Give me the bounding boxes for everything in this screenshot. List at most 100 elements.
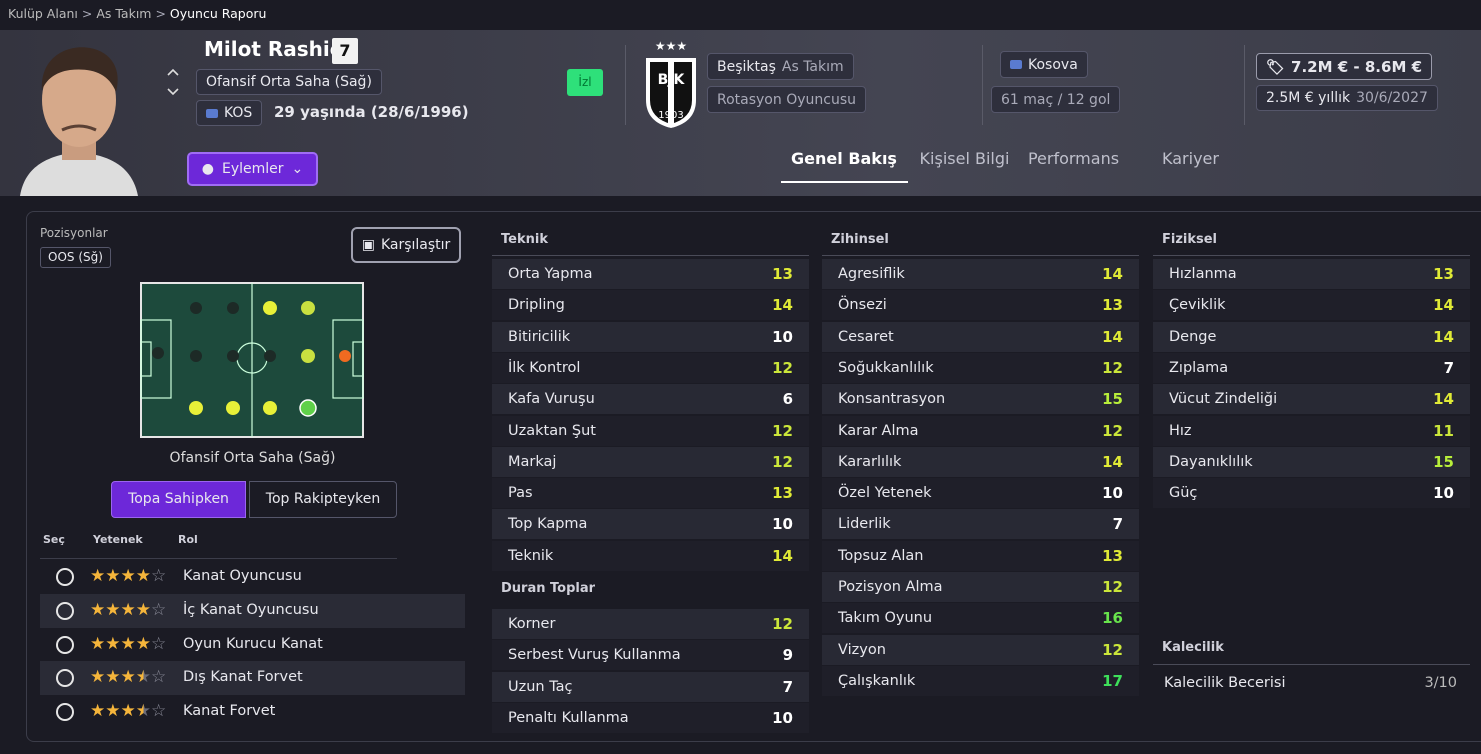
attribute-name: Top Kapma: [508, 516, 588, 533]
attribute-name: Pas: [508, 485, 533, 502]
section-title: Teknik: [501, 232, 548, 247]
attribute-value: 12: [772, 452, 793, 471]
attribute-name: Liderlik: [838, 516, 891, 533]
toggle[interactable]: Top Rakipteyken: [249, 481, 397, 518]
star: ★: [90, 566, 106, 586]
attribute-value: 14: [1433, 390, 1454, 409]
actions-button[interactable]: ● Eylemler ⌄: [187, 152, 318, 186]
divider: [40, 558, 397, 559]
star: ★: [120, 566, 136, 586]
value-pill: 🏷 7.2M € - 8.6M €: [1256, 53, 1433, 80]
col-header: Rol: [178, 533, 198, 546]
radio[interactable]: [56, 635, 74, 654]
star: ★: [90, 633, 106, 654]
toggle-active[interactable]: Topa Sahipken: [111, 481, 246, 518]
section-title: Fiziksel: [1162, 232, 1218, 247]
attribute-name: Takım Oyunu: [838, 610, 933, 627]
crumb[interactable]: As Takım: [96, 6, 152, 21]
attribute-row: Güç 10: [1153, 478, 1470, 509]
club-pill: Beşiktaş As Takım: [707, 53, 854, 80]
section-title: Zihinsel: [831, 232, 889, 247]
attribute-value: 14: [1433, 327, 1454, 346]
attribute-value: 12: [1102, 640, 1123, 659]
attribute-name: Serbest Vuruş Kullanma: [508, 647, 681, 664]
nav-arrows[interactable]: [164, 64, 184, 100]
attribute-value: 12: [1102, 421, 1123, 440]
tab[interactable]: Genel Bakış: [791, 149, 897, 168]
star: ★: [90, 599, 106, 620]
status: Rotasyon Oyuncusu: [717, 91, 856, 108]
club-crest: ★★★ BJK 1903: [646, 39, 696, 128]
star: ☆: [151, 566, 167, 586]
attribute-name: Topsuz Alan: [838, 547, 924, 564]
tab[interactable]: Performans: [1027, 149, 1120, 168]
attribute-name: İlk Kontrol: [508, 359, 581, 376]
attribute-name: Hız: [1169, 422, 1192, 439]
crumb[interactable]: Kulüp Alanı: [8, 6, 78, 21]
attribute-row: Bitiricilik 10: [492, 321, 809, 352]
attribute-row: Top Kapma 10: [492, 509, 809, 540]
pitch-caption: Ofansif Orta Saha (Sağ): [169, 450, 336, 466]
attribute-name: Vizyon: [838, 641, 886, 658]
attribute-row: Teknik 14: [492, 540, 809, 571]
role-name: İç Kanat Oyuncusu: [183, 601, 319, 618]
position-tag: OOS (Sğ): [40, 247, 111, 268]
radio[interactable]: [56, 601, 74, 620]
attribute-row: Cesaret 14: [822, 321, 1139, 352]
attribute-value: 15: [1102, 390, 1123, 409]
value: 7.2M € - 8.6M €: [1291, 57, 1423, 76]
stars: ★★★★☆: [90, 566, 166, 586]
attribute-row: Pozisyon Alma 12: [822, 572, 1139, 602]
record-pill: 61 maç / 12 gol: [991, 86, 1121, 113]
attribute-name: Dayanıklılık: [1169, 453, 1253, 470]
attribute-value: 7: [782, 677, 793, 696]
attribute-row: Kararlılık 14: [822, 446, 1139, 477]
divider: [492, 255, 809, 256]
section-title: Kalecilik: [1162, 640, 1224, 655]
club-team: As Takım: [781, 58, 844, 75]
attribute-row: Korner 12: [492, 609, 809, 639]
radio[interactable]: [56, 669, 74, 688]
star: ★: [135, 599, 151, 620]
attribute-name: Korner: [508, 616, 556, 632]
positions-label: Pozisyonlar: [40, 226, 108, 240]
wage: 2.5M € yıllık: [1266, 90, 1351, 106]
star: ★: [120, 667, 136, 688]
attribute-row: Uzaktan Şut 12: [492, 415, 809, 446]
star: ☆: [151, 633, 167, 654]
attribute-value: 12: [1102, 578, 1123, 596]
attribute-row: Soğukkanlılık 12: [822, 352, 1139, 383]
col-header: Yetenek: [93, 533, 143, 546]
attribute-value: 12: [772, 615, 793, 633]
attribute-name: Vücut Zindeliği: [1169, 391, 1278, 408]
attribute-row: Penaltı Kullanma 10: [492, 702, 809, 733]
attribute-name: Zıplama: [1169, 359, 1229, 376]
shirt-number: 7: [332, 38, 358, 64]
star: ★: [105, 667, 121, 688]
attribute-name: Markaj: [508, 453, 557, 470]
divider: [625, 45, 626, 125]
compare-label: Karşılaştır: [380, 237, 451, 253]
radio[interactable]: [56, 568, 74, 586]
attribute-row: Markaj 12: [492, 446, 809, 477]
crumb: Oyuncu Raporu: [169, 6, 267, 21]
col-header: Seç: [43, 533, 65, 546]
attribute-row: Serbest Vuruş Kullanma 9: [492, 640, 809, 671]
attribute-value: 10: [1102, 484, 1123, 503]
divider: [1244, 45, 1245, 125]
attribute-name: Orta Yapma: [508, 266, 593, 282]
tab[interactable]: Kariyer: [1162, 149, 1219, 168]
stars: ★★★★☆: [90, 600, 166, 620]
stars: ★★★★☆: [90, 634, 166, 654]
attribute-value: 17: [1102, 671, 1123, 690]
attribute-value: 7: [1443, 358, 1454, 377]
role-name: Kanat Oyuncusu: [183, 568, 302, 584]
compare-button[interactable]: ▣ Karşılaştır: [351, 227, 461, 263]
follow-button[interactable]: İzl: [567, 69, 603, 96]
tab[interactable]: Kişisel Bilgi: [919, 149, 1010, 168]
attribute-name: Uzaktan Şut: [508, 422, 596, 439]
role-name: Kanat Forvet: [183, 703, 276, 720]
attribute-row: Pas 13: [492, 478, 809, 509]
radio[interactable]: [56, 703, 74, 722]
attribute-row: Dayanıklılık 15: [1153, 446, 1470, 477]
